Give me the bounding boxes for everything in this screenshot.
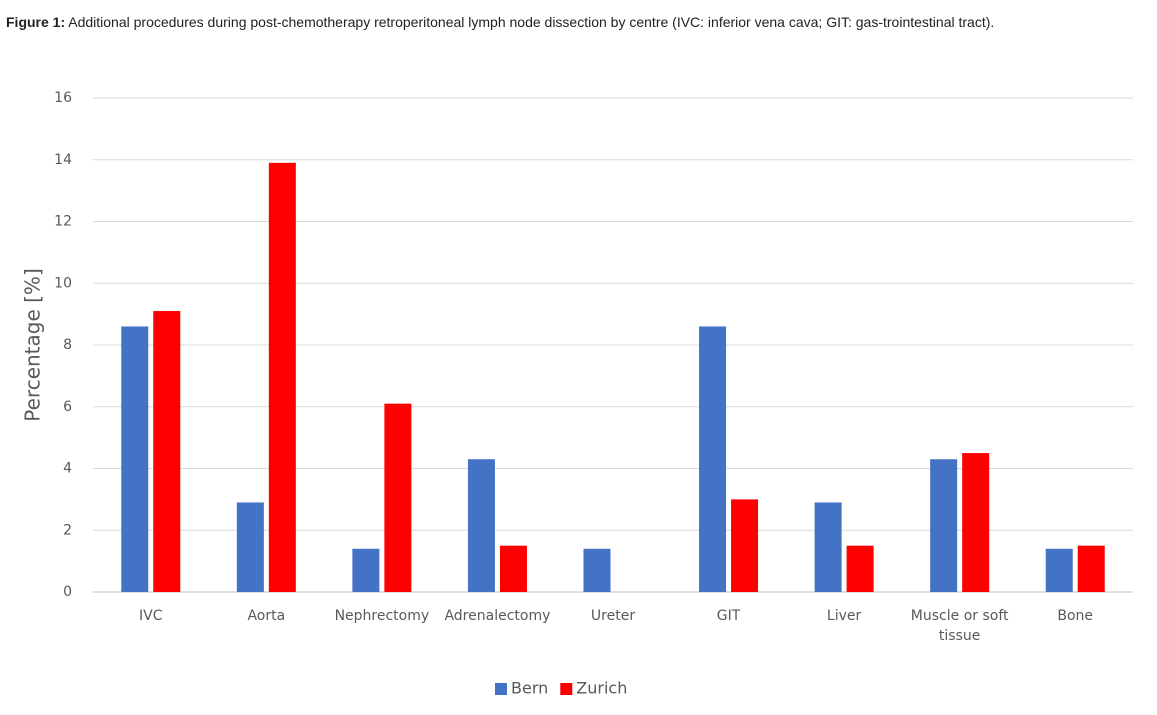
- bar: [1045, 548, 1073, 592]
- y-tick-label: 2: [63, 522, 72, 538]
- bar: [153, 311, 181, 592]
- x-tick-label: Muscle or soft tissue: [910, 608, 1009, 644]
- y-axis-label: Percentage [%]: [21, 268, 45, 421]
- x-tick-label: Liver: [826, 608, 862, 624]
- x-tick-label: Nephrectomy: [334, 608, 430, 624]
- legend-label: Bern: [511, 679, 548, 698]
- y-tick-label: 4: [63, 461, 72, 477]
- bar: [1077, 545, 1105, 592]
- y-tick-label: 10: [54, 275, 72, 291]
- bar: [846, 545, 874, 592]
- caption-label: Figure 1:: [6, 14, 66, 30]
- bar: [699, 326, 727, 592]
- x-tick-label: Adrenalectomy: [444, 608, 551, 624]
- y-tick-label: 16: [54, 90, 72, 106]
- bar: [930, 459, 958, 592]
- bar: [814, 502, 842, 592]
- y-tick-label: 8: [63, 337, 72, 353]
- caption: Figure 1: Additional procedures during p…: [6, 10, 1146, 34]
- x-tick-label: Aorta: [247, 608, 286, 624]
- legend-swatch: [560, 683, 573, 695]
- x-tick-label: Bone: [1057, 608, 1094, 624]
- legend-label: Zurich: [576, 679, 627, 698]
- caption-text: Additional procedures during post-chemot…: [68, 14, 995, 30]
- bar: [962, 453, 990, 592]
- bar: [236, 502, 264, 592]
- bar: [583, 548, 611, 592]
- bar: [499, 545, 527, 592]
- x-tick-label: GIT: [716, 608, 741, 624]
- bar: [121, 326, 149, 592]
- y-tick-label: 0: [63, 584, 72, 600]
- bar: [467, 459, 495, 592]
- y-tick-label: 14: [54, 152, 72, 168]
- x-tick-label: IVC: [139, 608, 163, 624]
- bar: [268, 162, 296, 592]
- bar: [352, 548, 380, 592]
- bar: [731, 499, 759, 592]
- legend-swatch: [495, 683, 507, 695]
- x-tick-label: Ureter: [590, 608, 636, 624]
- bar: [384, 403, 412, 592]
- y-tick-label: 12: [54, 214, 72, 230]
- y-tick-label: 6: [63, 399, 72, 415]
